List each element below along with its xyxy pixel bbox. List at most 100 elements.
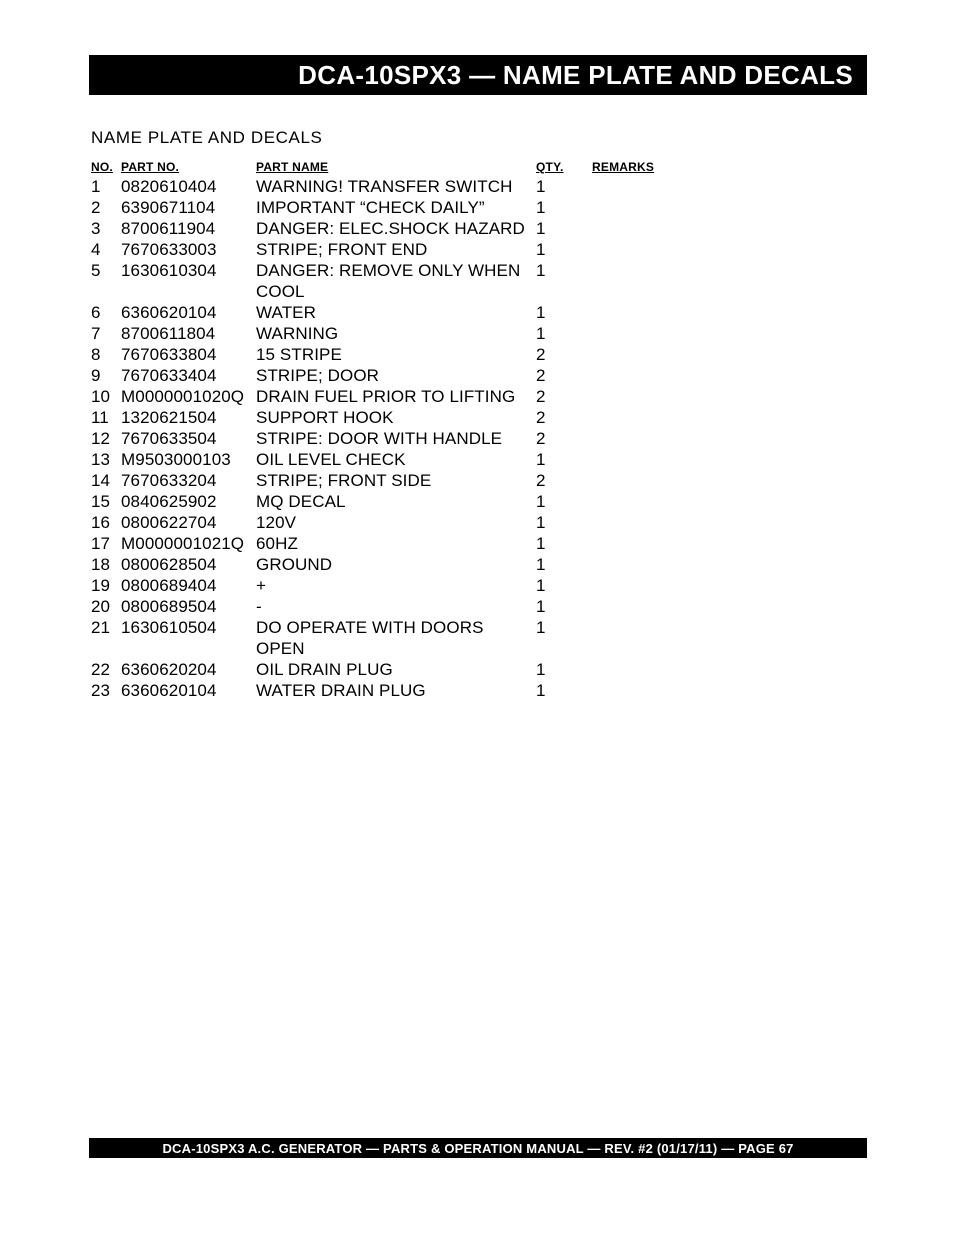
cell-part-name: 120V [256,512,536,533]
cell-part-name: 15 STRIPE [256,344,536,365]
cell-part-name: IMPORTANT “CHECK DAILY” [256,197,536,218]
cell-qty: 1 [536,197,580,218]
cell-qty: 1 [536,239,580,260]
table-row: 13M9503000103OIL LEVEL CHECK1 [91,449,681,470]
cell-no: 16 [91,512,121,533]
cell-no: 19 [91,575,121,596]
table-row: 160800622704120V1 [91,512,681,533]
cell-remarks [580,260,670,302]
cell-part-no: 1320621504 [121,407,256,428]
cell-part-no: 6360620104 [121,680,256,701]
cell-no: 10 [91,386,121,407]
cell-part-name: STRIPE; DOOR [256,365,536,386]
cell-remarks [580,575,670,596]
table-row: 47670633003STRIPE; FRONT END1 [91,239,681,260]
cell-part-name: GROUND [256,554,536,575]
cell-part-no: 7670633204 [121,470,256,491]
cell-part-name: DANGER: REMOVE ONLY WHEN COOL [256,260,536,302]
cell-part-name: SUPPORT HOOK [256,407,536,428]
cell-no: 8 [91,344,121,365]
page: DCA-10SPX3 — NAME PLATE AND DECALS NAME … [0,0,954,1235]
cell-part-no: 7670633804 [121,344,256,365]
cell-part-no: 1630610304 [121,260,256,302]
table-row: 150840625902MQ DECAL1 [91,491,681,512]
cell-no: 5 [91,260,121,302]
cell-remarks [580,386,670,407]
cell-part-no: 0820610404 [121,176,256,197]
cell-part-name: DANGER: ELEC.SHOCK HAZARD [256,218,536,239]
page-title: DCA-10SPX3 — NAME PLATE AND DECALS [298,60,853,91]
cell-part-no: 1630610504 [121,617,256,659]
table-row: 190800689404+1 [91,575,681,596]
cell-part-name: WATER DRAIN PLUG [256,680,536,701]
cell-qty: 1 [536,302,580,323]
cell-no: 20 [91,596,121,617]
cell-qty: 1 [536,659,580,680]
cell-remarks [580,449,670,470]
cell-qty: 1 [536,449,580,470]
cell-no: 3 [91,218,121,239]
cell-remarks [580,176,670,197]
table-row: 97670633404STRIPE; DOOR2 [91,365,681,386]
cell-part-no: M0000001021Q [121,533,256,554]
cell-remarks [580,659,670,680]
cell-qty: 1 [536,260,580,302]
cell-remarks [580,365,670,386]
cell-no: 11 [91,407,121,428]
cell-qty: 1 [536,617,580,659]
cell-part-name: DO OPERATE WITH DOORS OPEN [256,617,536,659]
table-row: 127670633504STRIPE: DOOR WITH HANDLE2 [91,428,681,449]
cell-part-name: DRAIN FUEL PRIOR TO LIFTING [256,386,536,407]
cell-part-no: 6360620204 [121,659,256,680]
cell-remarks [580,470,670,491]
cell-remarks [580,491,670,512]
table-row: 51630610304DANGER: REMOVE ONLY WHEN COOL… [91,260,681,302]
cell-no: 2 [91,197,121,218]
cell-no: 22 [91,659,121,680]
cell-no: 21 [91,617,121,659]
header-bar: DCA-10SPX3 — NAME PLATE AND DECALS [89,55,867,95]
cell-part-name: MQ DECAL [256,491,536,512]
cell-part-name: WARNING [256,323,536,344]
table-row: 66360620104WATER1 [91,302,681,323]
cell-qty: 2 [536,344,580,365]
cell-qty: 1 [536,323,580,344]
table-row: 236360620104WATER DRAIN PLUG1 [91,680,681,701]
cell-no: 6 [91,302,121,323]
cell-part-no: 0840625902 [121,491,256,512]
table-row: 17M0000001021Q60HZ1 [91,533,681,554]
cell-no: 13 [91,449,121,470]
parts-table: NO. PART NO. PART NAME QTY. REMARKS 1082… [91,160,681,701]
cell-part-no: 8700611904 [121,218,256,239]
cell-no: 18 [91,554,121,575]
cell-qty: 1 [536,218,580,239]
cell-part-name: STRIPE; FRONT SIDE [256,470,536,491]
cell-qty: 1 [536,680,580,701]
cell-part-no: 6390671104 [121,197,256,218]
table-row: 226360620204OIL DRAIN PLUG1 [91,659,681,680]
cell-no: 17 [91,533,121,554]
col-header-no: NO. [91,160,121,174]
cell-qty: 1 [536,596,580,617]
cell-remarks [580,428,670,449]
table-row: 111320621504SUPPORT HOOK2 [91,407,681,428]
footer-bar: DCA-10SPX3 A.C. GENERATOR — PARTS & OPER… [89,1138,867,1158]
cell-no: 7 [91,323,121,344]
cell-qty: 1 [536,176,580,197]
cell-part-name: - [256,596,536,617]
table-row: 211630610504DO OPERATE WITH DOORS OPEN1 [91,617,681,659]
cell-remarks [580,617,670,659]
cell-part-name: WARNING! TRANSFER SWITCH [256,176,536,197]
col-header-qty: QTY. [536,160,580,174]
cell-part-name: STRIPE; FRONT END [256,239,536,260]
cell-remarks [580,323,670,344]
cell-part-name: 60HZ [256,533,536,554]
cell-qty: 1 [536,554,580,575]
cell-remarks [580,596,670,617]
section-title: NAME PLATE AND DECALS [91,128,322,148]
cell-remarks [580,302,670,323]
cell-qty: 1 [536,491,580,512]
cell-no: 23 [91,680,121,701]
footer-text: DCA-10SPX3 A.C. GENERATOR — PARTS & OPER… [162,1141,793,1156]
cell-qty: 1 [536,575,580,596]
